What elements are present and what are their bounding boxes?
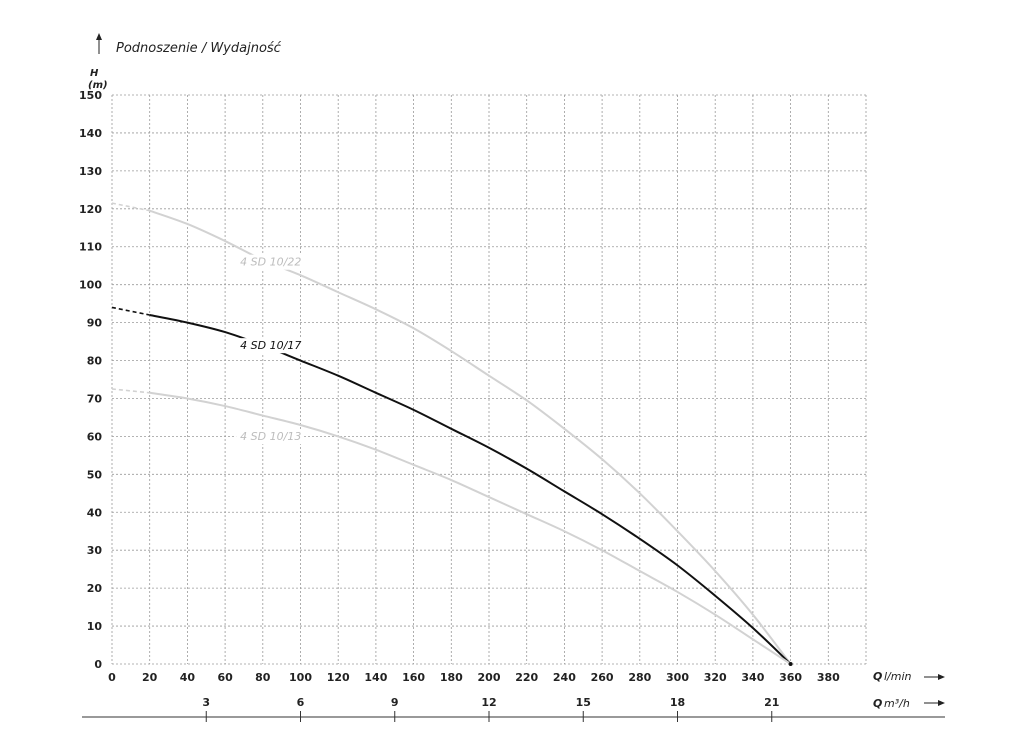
- series-line: [149, 391, 792, 665]
- y-tick-label: 50: [87, 468, 103, 481]
- tick-labels: 0 10 20 30 40 50 60 70 80 90 100 110 120 130 140 150 0 20…: [79, 89, 840, 722]
- x-tick-label: 20: [142, 671, 158, 684]
- y-tick-label: 20: [87, 582, 103, 595]
- up-arrow-icon: [96, 33, 102, 54]
- x-tick-label: 100: [289, 671, 312, 684]
- y-tick-label: 130: [79, 165, 102, 178]
- right-arrow-icon: [924, 674, 945, 680]
- series-label-bg: [236, 254, 303, 270]
- series-line-extrapolated: [111, 388, 150, 394]
- x-tick-label: 0: [108, 671, 116, 684]
- y-axis-label: H: [90, 68, 99, 79]
- x-tick-label: 160: [402, 671, 425, 684]
- y-tick-label: 70: [87, 392, 103, 405]
- x-tick-label: 360: [779, 671, 802, 684]
- x2-tick-label: 15: [576, 696, 591, 709]
- y-tick-label: 150: [79, 89, 102, 102]
- series: 4 SD 10/22 4 SD 10/17 4 SD 10/13: [111, 202, 793, 666]
- y-tick-label: 120: [79, 203, 102, 216]
- chart-title: Podnoszenie / Wydajność: [116, 41, 282, 56]
- y-tick-label: 110: [79, 241, 102, 254]
- x-axis-symbol: Q: [873, 670, 882, 683]
- x-tick-label: 260: [591, 671, 614, 684]
- y-tick-label: 140: [79, 127, 102, 140]
- x2-tick-label: 21: [764, 696, 779, 709]
- x-tick-label: 120: [327, 671, 350, 684]
- axes: Podnoszenie / Wydajność H (m) Q l/min Q …: [82, 33, 945, 718]
- series-label: 4 SD 10/13: [240, 430, 301, 443]
- x2-tick-label: 12: [481, 696, 496, 709]
- grid: [111, 94, 867, 665]
- x-tick-label: 280: [628, 671, 651, 684]
- x-tick-label: 300: [666, 671, 689, 684]
- x-tick-label: 140: [364, 671, 387, 684]
- x-tick-label: 240: [553, 671, 576, 684]
- x-axis-unit: l/min: [884, 670, 912, 683]
- curve-end-point: [788, 662, 793, 666]
- y-tick-label: 60: [87, 430, 103, 443]
- x-tick-label: 40: [180, 671, 196, 684]
- x-tick-label: 380: [817, 671, 840, 684]
- y-axis-unit: (m): [88, 80, 108, 91]
- x-tick-label: 340: [741, 671, 764, 684]
- series-label-bg: [236, 429, 303, 445]
- series-line-extrapolated: [111, 202, 150, 212]
- y-tick-label: 100: [79, 279, 102, 292]
- x-tick-label: 320: [704, 671, 727, 684]
- y-tick-label: 0: [94, 658, 102, 671]
- series-label-bg: [236, 338, 303, 354]
- x2-axis-symbol: Q: [873, 697, 882, 710]
- x-tick-label: 80: [255, 671, 271, 684]
- x2-axis-unit: m³/h: [884, 697, 910, 710]
- x2-tick-label: 9: [391, 696, 399, 709]
- y-tick-label: 10: [87, 620, 103, 633]
- x2-tick-label: 3: [202, 696, 210, 709]
- x2-tick-label: 6: [297, 696, 305, 709]
- x-tick-label: 60: [217, 671, 233, 684]
- y-tick-label: 30: [87, 544, 103, 557]
- series-label: 4 SD 10/17: [240, 339, 301, 352]
- x-tick-label: 220: [515, 671, 538, 684]
- right-arrow-icon: [924, 700, 945, 706]
- x2-tick-label: 18: [670, 696, 685, 709]
- x-tick-label: 200: [478, 671, 501, 684]
- y-tick-label: 90: [87, 317, 103, 330]
- x-tick-label: 180: [440, 671, 463, 684]
- series-line-extrapolated: [111, 306, 150, 316]
- y-tick-label: 40: [87, 506, 103, 519]
- series-label: 4 SD 10/22: [240, 256, 301, 269]
- y-tick-label: 80: [87, 355, 103, 368]
